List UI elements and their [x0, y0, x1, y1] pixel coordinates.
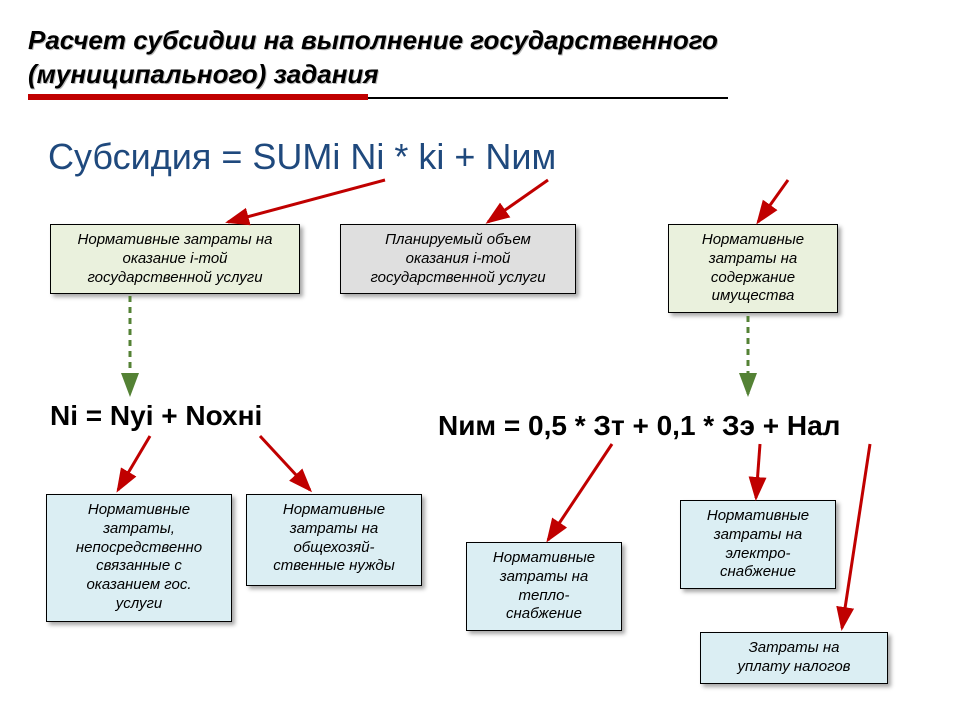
formula-nim: Nим = 0,5 * Зт + 0,1 * Зэ + Нал [438, 410, 840, 442]
box-tax-costs: Затраты науплату налогов [700, 632, 888, 684]
formula-main: Субсидия = SUMi Ni * ki + Nим [48, 136, 556, 178]
box-property-costs: Нормативныезатраты насодержаниеимущества [668, 224, 838, 313]
page-title: Расчет субсидии на выполнение государств… [28, 24, 718, 92]
formula-ni: Ni = Nуi + Nохнi [50, 400, 262, 432]
box-overhead-costs: Нормативныезатраты наобщехозяй-ственные … [246, 494, 422, 586]
title-underline [28, 94, 728, 100]
title-line1: Расчет субсидии на выполнение государств… [28, 25, 718, 55]
box-electric-costs: Нормативныезатраты наэлектро-снабжение [680, 500, 836, 589]
box-planned-volume: Планируемый объемоказания i-тойгосударст… [340, 224, 576, 294]
box-direct-costs: Нормативныезатраты,непосредственносвязан… [46, 494, 232, 622]
box-norm-costs-service: Нормативные затраты наоказание i-тойгосу… [50, 224, 300, 294]
title-line2: (муниципального) задания [28, 59, 379, 89]
box-heat-costs: Нормативныезатраты натепло-снабжение [466, 542, 622, 631]
